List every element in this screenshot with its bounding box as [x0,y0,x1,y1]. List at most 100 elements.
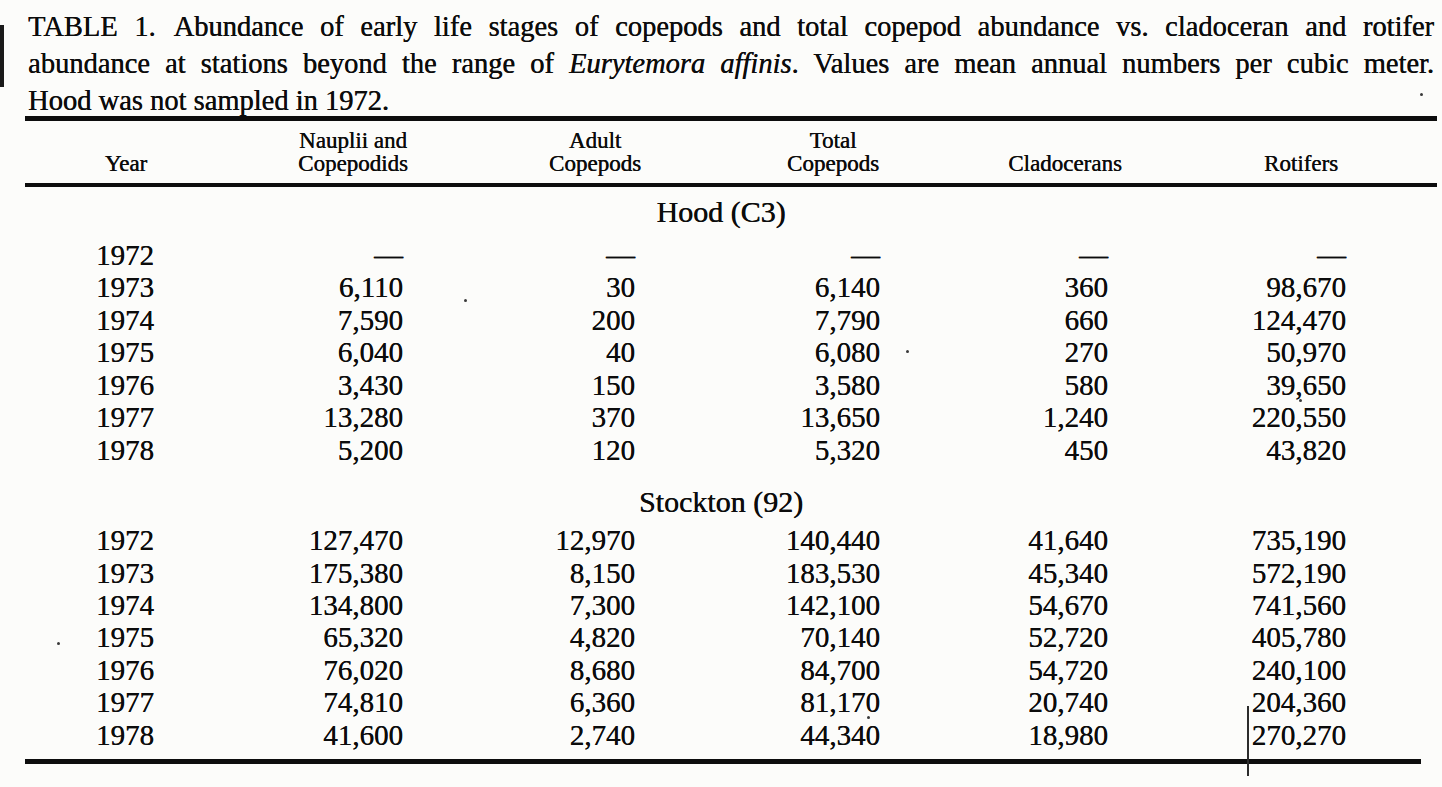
cladoceran-cell: 41,640 [900,524,1108,556]
year-cell: 1975 [30,336,220,368]
rotifer-cell: 741,560 [1120,589,1346,621]
adult-cell: 150 [420,369,635,401]
nauplii-cell: 3,430 [220,369,403,401]
table-row: 1972 127,470 12,970 140,440 41,640 735,1… [0,524,1442,556]
table-row: 1977 13,280 370 13,650 1,240 220,550 [0,401,1442,433]
nauplii-cell: 6,040 [220,336,403,368]
nauplii-cell: — [220,239,403,271]
caption-text-2a: abundance at stations beyond the range o… [28,48,569,79]
total-cell: 84,700 [650,654,880,686]
caption-line-2: abundance at stations beyond the range o… [28,45,1434,82]
nauplii-cell: 127,470 [220,524,403,556]
table-row: 1976 3,430 150 3,580 580 39,650 [0,369,1442,401]
table-row: 1976 76,020 8,680 84,700 54,720 240,100 [0,654,1442,686]
year-cell: 1974 [30,589,220,621]
total-cell: — [650,239,880,271]
nauplii-cell: 175,380 [220,557,403,589]
total-cell: 183,530 [650,557,880,589]
scanned-paper-table-page: TABLE 1.Abundance of early life stages o… [0,0,1442,787]
nauplii-cell: 13,280 [220,401,403,433]
total-cell: 6,080 [650,336,880,368]
column-header-label: Copepods [549,152,641,175]
scan-speck [906,350,909,353]
total-cell: 142,100 [650,589,880,621]
nauplii-cell: 76,020 [220,654,403,686]
cladoceran-cell: 18,980 [900,719,1108,751]
column-header-label: Copepodids [298,152,408,175]
nauplii-cell: 65,320 [220,621,403,653]
column-header-label: Cladocerans [1008,152,1122,175]
total-cell: 81,170 [650,686,880,718]
cladoceran-cell: 52,720 [900,621,1108,653]
rotifer-cell: 735,190 [1120,524,1346,556]
adult-cell: 4,820 [420,621,635,653]
total-cell: 13,650 [650,401,880,433]
scan-edge-streak [0,25,4,87]
rotifer-cell: 270,270 [1120,719,1346,751]
table-bottom-rule [25,759,1421,764]
year-cell: 1974 [30,304,220,336]
table-row: 1972 — — — — — [0,239,1442,271]
rotifer-cell: — [1120,239,1346,271]
adult-cell: — [420,239,635,271]
table-row: 1978 41,600 2,740 44,340 18,980 270,270 [0,719,1442,751]
total-cell: 3,580 [650,369,880,401]
rotifer-cell: 240,100 [1120,654,1346,686]
rotifer-cell: 50,970 [1120,336,1346,368]
rotifer-cell: 220,550 [1120,401,1346,433]
year-cell: 1973 [30,557,220,589]
rotifer-cell: 572,190 [1120,557,1346,589]
nauplii-cell: 74,810 [220,686,403,718]
total-cell: 6,140 [650,271,880,303]
rotifer-cell: 39,650 [1120,369,1346,401]
cladoceran-cell: 270 [900,336,1108,368]
cladoceran-cell: — [900,239,1108,271]
rotifer-cell: 405,780 [1120,621,1346,653]
table-row: 1978 5,200 120 5,320 450 43,820 [0,434,1442,466]
table-number-label: TABLE 1. [28,11,156,42]
total-cell: 5,320 [650,434,880,466]
year-cell: 1978 [30,434,220,466]
nauplii-cell: 7,590 [220,304,403,336]
table-row: 1973 6,110 30 6,140 360 98,670 [0,271,1442,303]
cladoceran-cell: 450 [900,434,1108,466]
caption-text-2b: . Values are mean annual numbers per cub… [791,48,1434,79]
column-header-label: Year [105,152,147,175]
table-row: 1975 65,320 4,820 70,140 52,720 405,780 [0,621,1442,653]
table-row: 1973 175,380 8,150 183,530 45,340 572,19… [0,557,1442,589]
adult-cell: 120 [420,434,635,466]
adult-cell: 40 [420,336,635,368]
table-row: 1977 74,810 6,360 81,170 20,740 204,360 [0,686,1442,718]
section-title-stockton: Stockton (92) [0,486,1442,518]
total-cell: 140,440 [650,524,880,556]
year-cell: 1972 [30,239,220,271]
cladoceran-cell: 1,240 [900,401,1108,433]
scan-vertical-streak [1247,706,1249,776]
section-title-hood: Hood (C3) [0,196,1442,228]
adult-cell: 200 [420,304,635,336]
adult-cell: 2,740 [420,719,635,751]
adult-cell: 8,680 [420,654,635,686]
adult-cell: 12,970 [420,524,635,556]
column-header-nauplii-copepodids: Nauplii and Copepodids [213,128,493,175]
adult-cell: 6,360 [420,686,635,718]
table-header-rule [25,183,1437,187]
nauplii-cell: 5,200 [220,434,403,466]
cladoceran-cell: 20,740 [900,686,1108,718]
adult-cell: 7,300 [420,589,635,621]
rotifer-cell: 43,820 [1120,434,1346,466]
adult-cell: 370 [420,401,635,433]
column-header-label: Copepods [787,152,879,175]
column-header-rotifers: Rotifers [1161,128,1441,175]
year-cell: 1978 [30,719,220,751]
total-cell: 7,790 [650,304,880,336]
caption-line-1: TABLE 1.Abundance of early life stages o… [28,8,1434,45]
scan-speck [867,716,870,719]
year-cell: 1977 [30,401,220,433]
adult-cell: 8,150 [420,557,635,589]
rotifer-cell: 124,470 [1120,304,1346,336]
year-cell: 1976 [30,654,220,686]
adult-cell: 30 [420,271,635,303]
cladoceran-cell: 360 [900,271,1108,303]
scan-speck [464,299,467,302]
